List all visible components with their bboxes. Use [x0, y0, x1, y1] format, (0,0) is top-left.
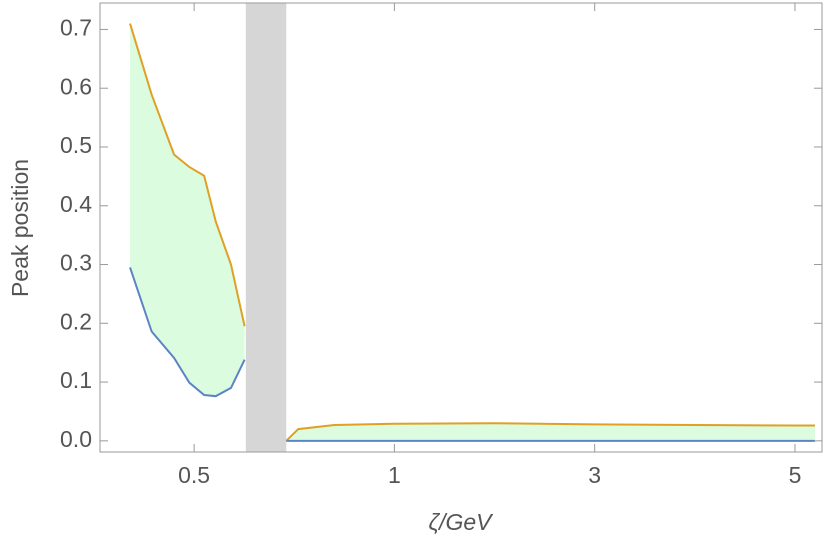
excluded-region	[245, 3, 287, 452]
series-line	[129, 23, 246, 327]
band-fill	[286, 423, 815, 441]
x-axis-label: ζ/GeV	[428, 509, 494, 535]
y-tick-label: 0.3	[60, 250, 92, 276]
y-tick-label: 0.1	[60, 367, 92, 393]
x-tick-label: 1	[388, 462, 401, 488]
series-line	[129, 267, 246, 398]
series-line	[285, 422, 815, 442]
y-tick-label: 0.4	[60, 191, 92, 217]
y-tick-label: 0.2	[60, 308, 92, 334]
y-tick-label: 0.5	[60, 132, 92, 158]
plot-frame	[99, 2, 823, 453]
y-tick-label: 0.7	[60, 15, 92, 41]
band-fill	[130, 23, 245, 397]
x-tick-label: 3	[588, 462, 601, 488]
y-tick-label: 0.0	[60, 426, 92, 452]
x-tick-label: 0.5	[178, 462, 210, 488]
x-tick-label: 5	[789, 462, 802, 488]
y-tick-label: 0.6	[60, 73, 92, 99]
y-axis-label: Peak position	[7, 159, 33, 297]
